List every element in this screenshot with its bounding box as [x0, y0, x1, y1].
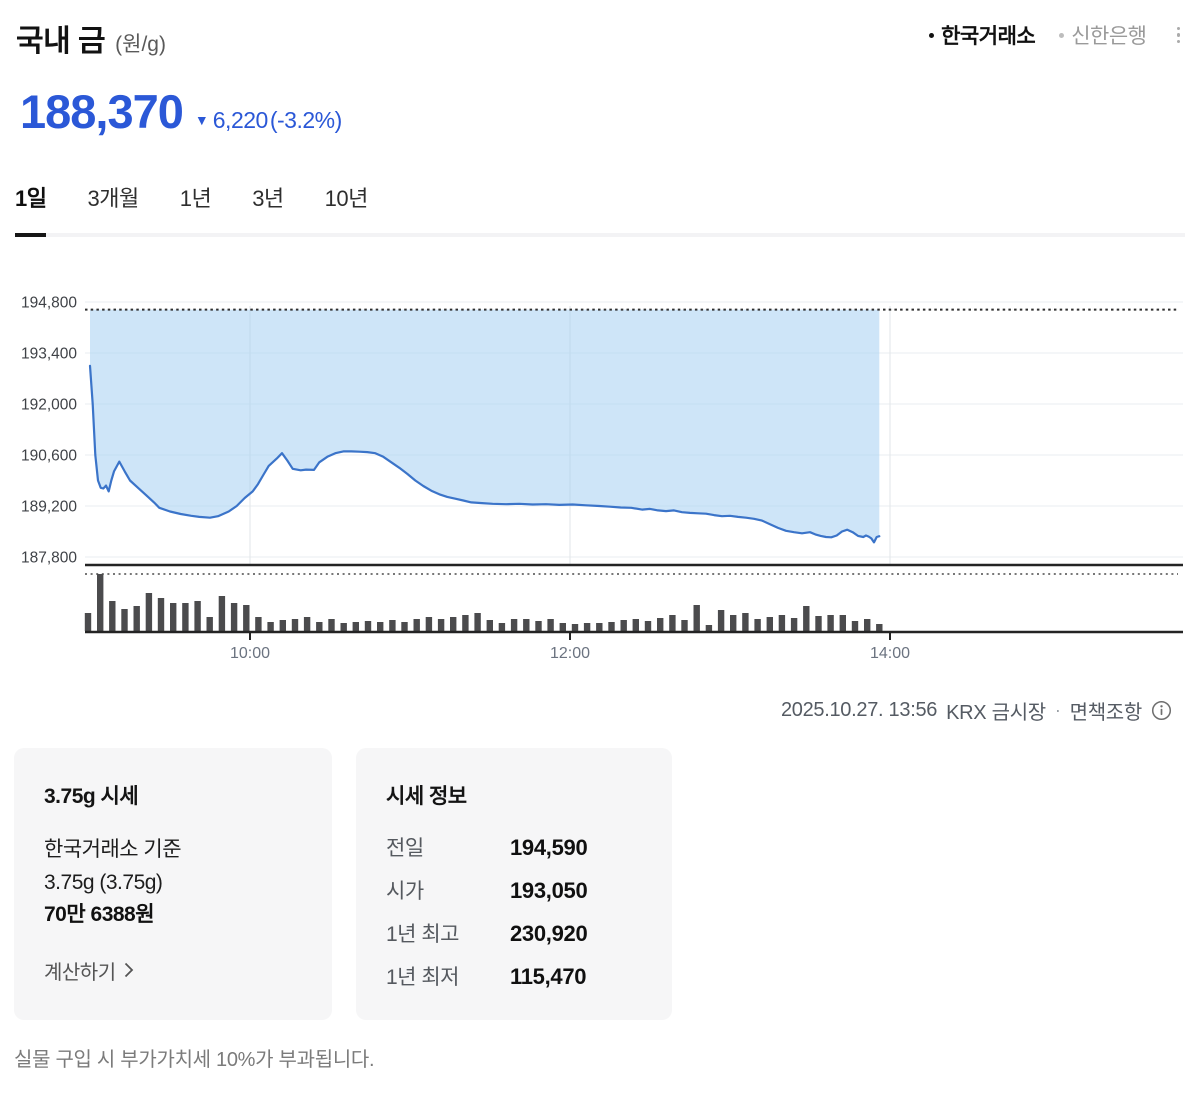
- chart-timestamp: 2025.10.27. 13:56: [780, 699, 938, 721]
- card-title: 3.75g 시세: [44, 785, 139, 808]
- y-tick-label: 193,400: [21, 346, 77, 363]
- price-area: [90, 309, 880, 543]
- quote-info-card: 시세 정보 전일 194,590 시가 193,050 1년 최고 230,92…: [356, 748, 672, 1020]
- change-percent: (-3.2%): [269, 107, 342, 133]
- triangle-down-icon: ▼: [194, 112, 209, 128]
- row-label: 1년 최저: [386, 966, 459, 989]
- disclaimer-link[interactable]: 면책조항: [1069, 702, 1143, 724]
- market-name: KRX 금시장: [946, 702, 1046, 724]
- x-tick-label: 14:00: [870, 645, 910, 662]
- price-change: ▼ 6,220 (-3.2%): [195, 107, 342, 134]
- period-tabs: 1일 3개월 1년 3년 10년: [15, 184, 1185, 237]
- y-tick-label: 192,000: [21, 397, 77, 414]
- row-label: 1년 최고: [386, 923, 459, 946]
- row-label: 시가: [386, 880, 424, 903]
- x-tick-label: 12:00: [550, 645, 590, 662]
- don-basis: 한국거래소 기준: [44, 838, 182, 861]
- row-label: 전일: [386, 837, 424, 860]
- y-tick-label: 194,800: [21, 295, 77, 312]
- don-price: 70만 6388원: [44, 903, 155, 927]
- y-tick-label: 187,800: [21, 550, 77, 567]
- chevron-right-icon: [124, 963, 133, 978]
- bullet-icon: [1059, 32, 1065, 38]
- source-switcher: 한국거래소 신한은행: [929, 16, 1186, 50]
- volume-bars: [84, 574, 883, 631]
- row-value: 230,920: [510, 921, 588, 946]
- tab-10year[interactable]: 10년: [324, 186, 369, 211]
- don-price-card: 3.75g 시세 한국거래소 기준 3.75g (3.75g) 70만 6388…: [14, 748, 332, 1020]
- price-unit: (원/g): [115, 33, 166, 56]
- meta-row: 2025.10.27. 13:56 KRX 금시장 · 면책조항: [781, 696, 1172, 725]
- calculate-link[interactable]: 계산하기: [44, 956, 134, 985]
- title-wrap: 국내 금 (원/g): [16, 16, 166, 60]
- info-cards: 3.75g 시세 한국거래소 기준 3.75g (3.75g) 70만 6388…: [14, 748, 672, 1020]
- row-value: 194,590: [510, 835, 588, 860]
- price-line: [88, 364, 881, 544]
- vat-notice: 실물 구입 시 부가가치세 10%가 부과됩니다.: [14, 1049, 375, 1071]
- info-icon[interactable]: [1151, 700, 1172, 721]
- source-tab-shinhan[interactable]: 신한은행: [1059, 20, 1147, 50]
- y-tick-label: 190,600: [21, 448, 77, 465]
- tab-3year[interactable]: 3년: [252, 186, 284, 211]
- calculate-label: 계산하기: [44, 961, 116, 984]
- row-value: 193,050: [510, 878, 588, 903]
- kebab-menu-icon[interactable]: [1171, 24, 1187, 47]
- tab-3month[interactable]: 3개월: [87, 186, 139, 211]
- source-tab-krx[interactable]: 한국거래소: [929, 20, 1036, 50]
- current-price: 188,370: [20, 85, 184, 138]
- row-value: 115,470: [510, 964, 587, 989]
- x-tick-label: 10:00: [230, 645, 270, 662]
- change-amount: 6,220: [212, 107, 269, 133]
- source-label: 한국거래소: [941, 25, 1036, 48]
- page-title: 국내 금: [16, 25, 106, 58]
- tab-1year[interactable]: 1년: [179, 186, 212, 211]
- don-price-body: 한국거래소 기준 3.75g (3.75g) 70만 6388원: [44, 834, 302, 932]
- header: 국내 금 (원/g) 한국거래소 신한은행: [16, 16, 1186, 60]
- card-title: 시세 정보: [386, 785, 467, 808]
- price-chart: 10:00 12:00 14:00 194,800 193,400 192,000 190,…: [0, 290, 1200, 670]
- dot-separator: ·: [1054, 700, 1061, 720]
- bullet-icon: [929, 32, 935, 38]
- price-volume-chart-svg: 10:00 12:00 14:00 194,800 193,400 192,000 190,…: [21, 295, 1183, 662]
- y-tick-label: 189,200: [21, 499, 77, 516]
- tab-1day[interactable]: 1일: [15, 184, 47, 237]
- source-label: 신한은행: [1071, 25, 1147, 48]
- tab-rail: [15, 233, 1185, 237]
- quote-rows: 전일 194,590 시가 193,050 1년 최고 230,920 1년 최…: [386, 832, 642, 991]
- price-row: 188,370 ▼ 6,220 (-3.2%): [20, 84, 342, 139]
- don-weight: 3.75g (3.75g): [44, 870, 163, 894]
